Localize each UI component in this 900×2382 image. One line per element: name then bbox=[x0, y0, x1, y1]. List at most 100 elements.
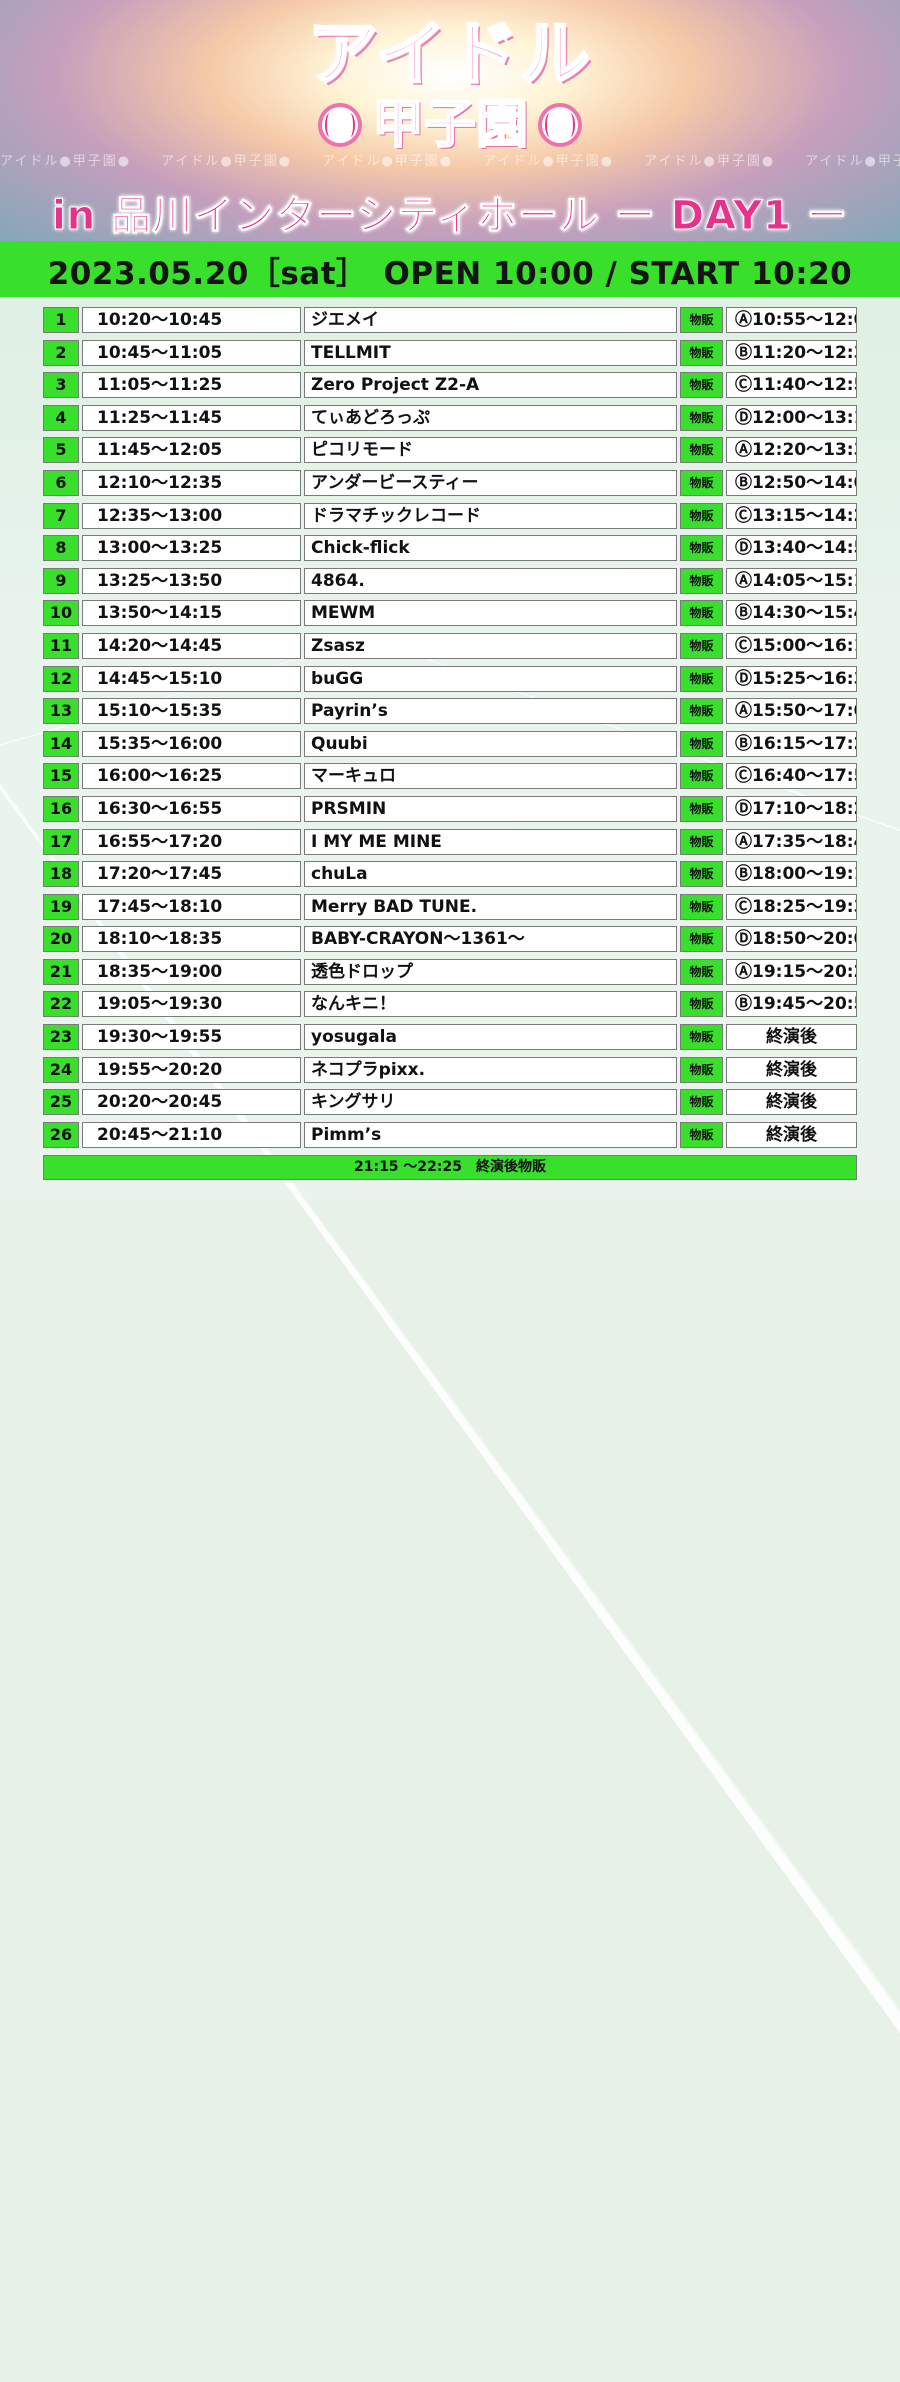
artist-name: キングサリ bbox=[304, 1089, 677, 1116]
row-number: 14 bbox=[43, 730, 79, 757]
artist-name: chuLa bbox=[304, 861, 677, 888]
performance-time: 16:55〜17:20 bbox=[82, 828, 301, 855]
goods-time: 終演後 bbox=[726, 1089, 857, 1116]
row-number: 18 bbox=[43, 861, 79, 888]
venue-subtitle: in 品川インターシティホール ー DAY1 ー bbox=[52, 193, 848, 240]
row-number: 21 bbox=[43, 958, 79, 985]
artist-name: yosugala bbox=[304, 1024, 677, 1051]
goods-tag: 物販 bbox=[680, 828, 723, 855]
performance-time: 14:20〜14:45 bbox=[82, 632, 301, 659]
row-number: 9 bbox=[43, 567, 79, 594]
goods-time: Ⓒ16:40〜17:50 bbox=[726, 763, 857, 790]
performance-time: 12:35〜13:00 bbox=[82, 502, 301, 529]
goods-time: Ⓓ15:25〜16:35 bbox=[726, 665, 857, 692]
row-number: 26 bbox=[43, 1121, 79, 1148]
stadium-background bbox=[0, 0, 900, 250]
goods-time: Ⓒ15:00〜16:10 bbox=[726, 632, 857, 659]
row-number: 24 bbox=[43, 1056, 79, 1083]
baseball-icon bbox=[317, 103, 362, 147]
performance-time: 16:30〜16:55 bbox=[82, 795, 301, 822]
goods-tag: 物販 bbox=[680, 502, 723, 529]
row-number: 6 bbox=[43, 469, 79, 496]
row-number: 19 bbox=[43, 893, 79, 920]
performance-time: 14:45〜15:10 bbox=[82, 665, 301, 692]
row-number: 15 bbox=[43, 763, 79, 790]
timetable: 110:20〜10:45ジエメイ物販Ⓐ10:55〜12:05210:45〜11:… bbox=[43, 305, 857, 1152]
performance-time: 11:25〜11:45 bbox=[82, 404, 301, 431]
artist-name: PRSMIN bbox=[304, 795, 677, 822]
row-number: 1 bbox=[43, 307, 79, 333]
goods-tag: 物販 bbox=[680, 795, 723, 822]
artist-name: buGG bbox=[304, 665, 677, 692]
goods-tag: 物販 bbox=[680, 991, 723, 1018]
artist-name: ネコプラpixx. bbox=[304, 1056, 677, 1083]
row-number: 2 bbox=[43, 339, 79, 366]
goods-tag: 物販 bbox=[680, 1056, 723, 1083]
artist-name: TELLMIT bbox=[304, 339, 677, 366]
performance-time: 19:05〜19:30 bbox=[82, 991, 301, 1018]
artist-name: Zero Project Z2-A bbox=[304, 372, 677, 399]
goods-tag: 物販 bbox=[680, 339, 723, 366]
performance-time: 18:35〜19:00 bbox=[82, 958, 301, 985]
artist-name: ジエメイ bbox=[304, 307, 677, 333]
row-number: 5 bbox=[43, 437, 79, 464]
row-number: 10 bbox=[43, 600, 79, 627]
goods-tag: 物販 bbox=[680, 1024, 723, 1051]
goods-time: Ⓑ12:50〜14:00 bbox=[726, 469, 857, 496]
performance-time: 11:45〜12:05 bbox=[82, 437, 301, 464]
goods-tag: 物販 bbox=[680, 926, 723, 953]
goods-time: Ⓒ18:25〜19:35 bbox=[726, 893, 857, 920]
performance-time: 17:45〜18:10 bbox=[82, 893, 301, 920]
goods-time: Ⓑ19:45〜20:55 bbox=[726, 991, 857, 1018]
goods-tag: 物販 bbox=[680, 763, 723, 790]
goods-time: Ⓓ17:10〜18:20 bbox=[726, 795, 857, 822]
row-number: 13 bbox=[43, 698, 79, 725]
goods-time: Ⓒ13:15〜14:25 bbox=[726, 502, 857, 529]
performance-time: 20:20〜20:45 bbox=[82, 1089, 301, 1116]
goods-tag: 物販 bbox=[680, 698, 723, 725]
goods-time: Ⓑ18:00〜19:10 bbox=[726, 861, 857, 888]
goods-time: Ⓐ12:20〜13:30 bbox=[726, 437, 857, 464]
table-row: 3 11:05〜11:25 Zero Project Z2-A 物販 Ⓒ11:40〜12… bbox=[43, 370, 857, 403]
row-number: 3 bbox=[43, 372, 79, 399]
goods-time: Ⓓ13:40〜14:50 bbox=[726, 535, 857, 562]
row-number: 16 bbox=[43, 795, 79, 822]
goods-time: Ⓐ17:35〜18:45 bbox=[726, 828, 857, 855]
date-bar bbox=[0, 241, 900, 297]
table-row: 19 17:45〜18:10 Merry BAD TUNE. 物販 Ⓒ18:25〜19:… bbox=[43, 892, 857, 925]
performance-time: 10:45〜11:05 bbox=[82, 339, 301, 366]
logo-title-line2: 甲子園 bbox=[371, 94, 529, 156]
goods-tag: 物販 bbox=[680, 958, 723, 985]
date-open-start: 2023.05.20［sat］ OPEN 10:00 / START 10:20 bbox=[47, 256, 853, 292]
performance-time: 18:10〜18:35 bbox=[82, 926, 301, 953]
goods-tag: 物販 bbox=[680, 861, 723, 888]
artist-name: アンダービースティー bbox=[304, 469, 677, 496]
performance-time: 16:00〜16:25 bbox=[82, 763, 301, 790]
goods-tag: 物販 bbox=[680, 307, 723, 333]
event-logo: アイドル 甲子園 bbox=[0, 14, 900, 157]
performance-time: 15:35〜16:00 bbox=[82, 730, 301, 757]
goods-tag: 物販 bbox=[680, 437, 723, 464]
row-number: 7 bbox=[43, 502, 79, 529]
goods-tag: 物販 bbox=[680, 1089, 723, 1116]
goods-time: 終演後 bbox=[726, 1121, 857, 1148]
performance-time: 13:50〜14:15 bbox=[82, 600, 301, 627]
row-number: 17 bbox=[43, 828, 79, 855]
performance-time: 12:10〜12:35 bbox=[82, 469, 301, 496]
row-number: 23 bbox=[43, 1024, 79, 1051]
row-number: 4 bbox=[43, 404, 79, 431]
goods-time: Ⓓ12:00〜13:10 bbox=[726, 404, 857, 431]
